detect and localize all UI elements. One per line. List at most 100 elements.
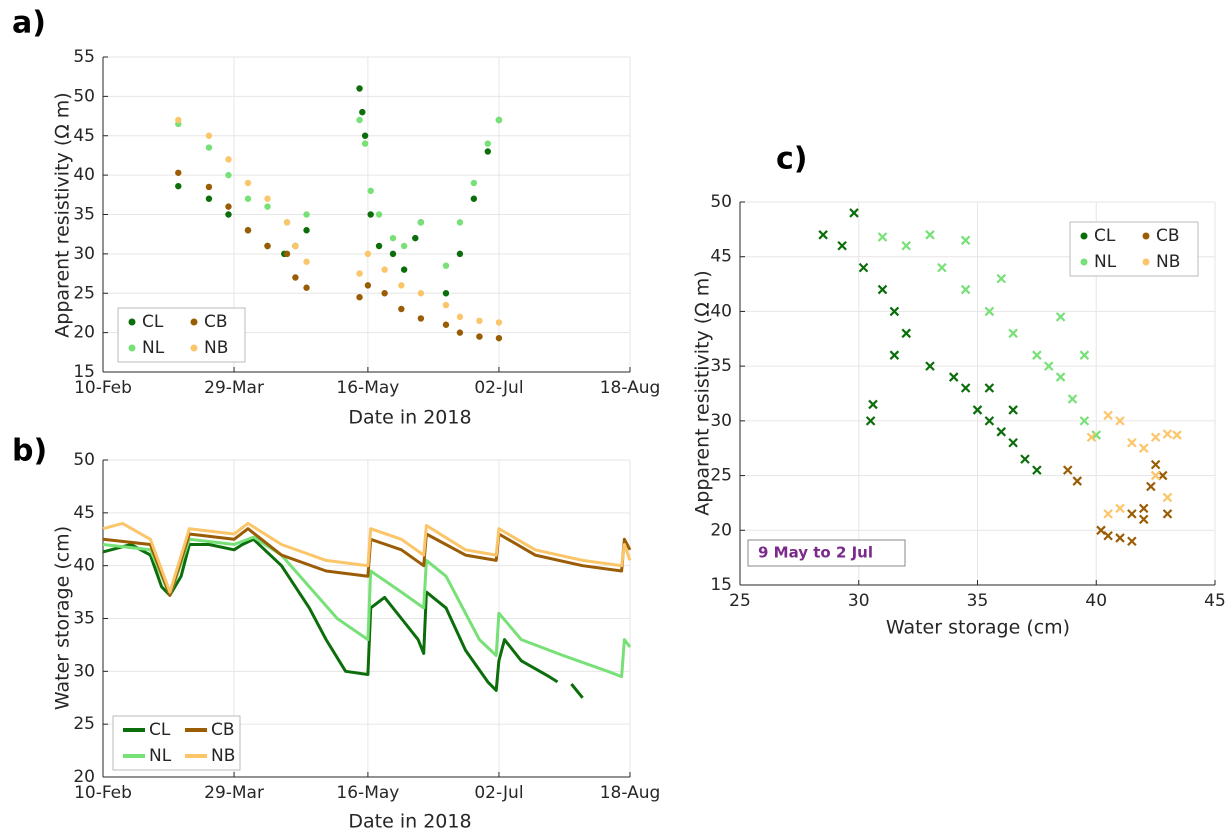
point xyxy=(389,234,397,242)
x-tick-label: 16-May xyxy=(336,783,399,803)
point xyxy=(495,319,503,326)
point xyxy=(398,282,405,289)
x-tick-label: 16-May xyxy=(336,378,399,398)
point xyxy=(398,305,405,313)
point xyxy=(175,116,182,124)
point xyxy=(1172,430,1182,440)
point xyxy=(1127,509,1137,519)
point xyxy=(356,85,363,92)
point xyxy=(303,284,310,291)
legend-label: CB xyxy=(1156,226,1180,246)
point xyxy=(205,144,213,151)
x-tick-label: 25 xyxy=(729,591,751,611)
point xyxy=(849,208,859,218)
point xyxy=(1072,476,1083,486)
panel-label: a) xyxy=(12,6,46,41)
point xyxy=(470,179,478,187)
legend-label: NL xyxy=(1094,252,1117,272)
y-tick-label: 40 xyxy=(73,556,95,576)
point xyxy=(264,203,271,210)
point xyxy=(175,182,182,190)
x-axis-label: Date in 2018 xyxy=(348,811,471,833)
point xyxy=(996,273,1007,284)
legend-swatch xyxy=(1080,232,1088,240)
point xyxy=(1032,465,1042,475)
point xyxy=(1067,394,1078,404)
point xyxy=(1043,361,1054,371)
point xyxy=(470,195,478,202)
point xyxy=(925,361,935,371)
point xyxy=(264,242,271,250)
panel-label: c) xyxy=(776,142,808,177)
y-tick-label: 45 xyxy=(710,247,732,267)
point xyxy=(205,195,213,202)
point xyxy=(456,250,464,258)
point xyxy=(495,116,503,124)
point xyxy=(456,219,464,226)
y-tick-label: 50 xyxy=(73,86,95,106)
point xyxy=(225,156,232,163)
point xyxy=(865,416,876,426)
point xyxy=(303,227,310,234)
point xyxy=(837,240,847,251)
point xyxy=(244,195,252,202)
y-axis-label: Apparent resistivity (Ω m) xyxy=(692,270,714,515)
point xyxy=(375,242,383,250)
point xyxy=(264,195,271,202)
point xyxy=(400,242,408,250)
x-tick-label: 10-Feb xyxy=(74,378,132,398)
x-tick-label: 10-Feb xyxy=(74,783,132,803)
y-tick-label: 55 xyxy=(73,47,95,67)
legend-swatch xyxy=(1142,232,1150,240)
x-tick-label: 02-Jul xyxy=(474,783,523,803)
y-tick-label: 25 xyxy=(710,466,732,486)
legend-swatch xyxy=(128,344,136,352)
point xyxy=(389,250,397,258)
point xyxy=(1091,430,1102,440)
point xyxy=(1086,432,1097,443)
point xyxy=(359,108,366,116)
point xyxy=(1115,533,1125,543)
y-tick-label: 25 xyxy=(73,714,95,734)
legend-label: CB xyxy=(204,312,228,332)
point xyxy=(1055,312,1066,322)
point xyxy=(442,301,450,309)
point xyxy=(356,270,363,277)
legend-label: NB xyxy=(211,746,235,766)
point xyxy=(375,211,383,218)
point xyxy=(858,262,869,273)
point xyxy=(495,334,503,342)
point xyxy=(1008,405,1018,415)
y-tick-label: 45 xyxy=(73,126,95,146)
point xyxy=(205,183,213,191)
point xyxy=(364,282,372,289)
point xyxy=(960,235,971,246)
point xyxy=(1115,503,1125,514)
point xyxy=(925,230,935,240)
point xyxy=(361,132,369,139)
point xyxy=(984,416,995,426)
point xyxy=(381,290,388,297)
y-tick-label: 25 xyxy=(73,283,95,303)
point xyxy=(984,306,995,317)
y-tick-label: 45 xyxy=(73,503,95,523)
point xyxy=(818,230,828,240)
point xyxy=(948,372,959,382)
point xyxy=(1146,481,1156,492)
point xyxy=(442,262,450,269)
legend-swatch xyxy=(190,344,198,352)
line xyxy=(102,537,584,699)
point xyxy=(972,405,983,415)
y-tick-label: 20 xyxy=(73,767,95,787)
x-axis-label: Water storage (cm) xyxy=(886,617,1070,639)
point xyxy=(456,313,464,321)
x-tick-label: 18-Aug xyxy=(600,783,661,803)
y-tick-label: 15 xyxy=(710,575,732,595)
point xyxy=(283,219,291,226)
point xyxy=(984,383,995,393)
x-tick-label: 29-Mar xyxy=(204,378,264,398)
point xyxy=(1138,503,1149,514)
point xyxy=(442,290,450,297)
point xyxy=(381,266,388,273)
